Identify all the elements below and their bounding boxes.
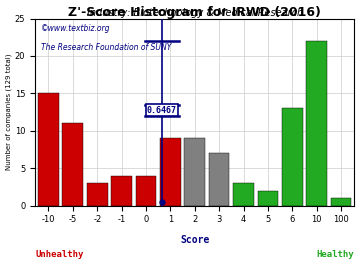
- Bar: [111, 176, 132, 205]
- Y-axis label: Number of companies (129 total): Number of companies (129 total): [5, 54, 12, 170]
- Text: Score: Score: [180, 235, 210, 245]
- Bar: [282, 108, 303, 205]
- Title: Z'-Score Histogram for IRWD (2016): Z'-Score Histogram for IRWD (2016): [68, 6, 321, 19]
- Text: Unhealthy: Unhealthy: [35, 251, 84, 259]
- Bar: [257, 191, 278, 205]
- Bar: [306, 41, 327, 205]
- Bar: [209, 153, 229, 205]
- Text: The Research Foundation of SUNY: The Research Foundation of SUNY: [41, 43, 172, 52]
- Text: 0.6467: 0.6467: [147, 106, 177, 115]
- Bar: [38, 93, 59, 205]
- Bar: [184, 138, 205, 205]
- Bar: [160, 138, 181, 205]
- Bar: [87, 183, 108, 205]
- Text: Industry: Biotechnology & Medical Research: Industry: Biotechnology & Medical Resear…: [87, 8, 303, 18]
- Text: ©www.textbiz.org: ©www.textbiz.org: [41, 24, 111, 33]
- Bar: [63, 123, 83, 205]
- Text: Healthy: Healthy: [317, 251, 355, 259]
- Bar: [136, 176, 156, 205]
- Bar: [331, 198, 351, 205]
- Bar: [233, 183, 254, 205]
